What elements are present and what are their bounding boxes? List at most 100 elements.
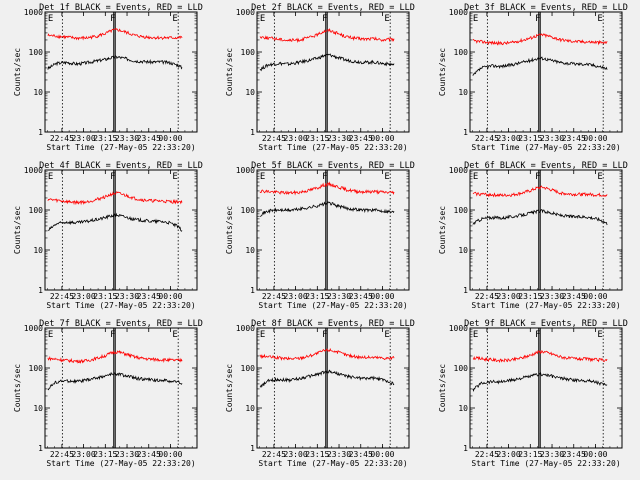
x-tick-label: 23:30 — [540, 450, 564, 459]
x-tick-label: 23:30 — [115, 450, 139, 459]
x-axis-label: Start Time (27-May-05 22:33:20) — [471, 143, 620, 152]
x-tick-label: 22:45 — [475, 292, 499, 301]
x-tick-label: 23:00 — [497, 292, 521, 301]
x-tick-label: 23:15 — [93, 134, 117, 143]
y-axis-label: Counts/sec — [13, 206, 22, 254]
chart-title: Det 2f BLACK = Events, RED = LLD — [251, 3, 415, 13]
x-tick-label: 23:45 — [562, 134, 586, 143]
plot-frame — [469, 169, 623, 291]
y-axis-label: Counts/sec — [225, 364, 234, 412]
x-tick-label: 23:30 — [540, 134, 564, 143]
x-tick-label: 22:45 — [262, 450, 286, 459]
plot-frame — [256, 11, 410, 133]
series-line-events — [47, 212, 183, 232]
x-axis-label: Start Time (27-May-05 22:33:20) — [258, 143, 407, 152]
y-tick-label: 10 — [33, 246, 43, 255]
series-line-events — [47, 371, 183, 391]
marker-label-e: E — [597, 330, 602, 340]
y-tick-label: 10 — [245, 404, 255, 413]
plot-frame — [44, 11, 198, 133]
series-line-events — [259, 201, 395, 217]
plot-frame — [469, 327, 623, 449]
y-tick-label: 1000 — [449, 166, 468, 175]
y-tick-label: 1 — [250, 128, 255, 137]
marker-label-f: F — [535, 330, 540, 340]
marker-label-e: E — [48, 14, 53, 24]
x-tick-label: 23:30 — [115, 292, 139, 301]
plot-frame — [256, 327, 410, 449]
chart-panel-1: Det 1f BLACK = Events, RED = LLD 1 10 100 10… — [13, 3, 203, 152]
x-tick-label: 23:00 — [497, 134, 521, 143]
y-tick-label: 1000 — [236, 324, 255, 333]
x-tick-label: 23:00 — [284, 134, 308, 143]
y-tick-label: 100 — [454, 48, 469, 57]
x-tick-label: 00:00 — [370, 292, 394, 301]
series-line-events — [259, 369, 395, 388]
x-axis-label: Start Time (27-May-05 22:33:20) — [471, 459, 620, 468]
chart-title: Det 3f BLACK = Events, RED = LLD — [464, 3, 628, 13]
marker-label-e: E — [473, 172, 478, 182]
x-tick-label: 23:15 — [305, 292, 329, 301]
x-tick-label: 23:30 — [327, 450, 351, 459]
x-tick-label: 23:00 — [497, 450, 521, 459]
x-tick-label: 23:00 — [284, 450, 308, 459]
marker-label-e: E — [473, 330, 478, 340]
x-tick-label: 23:30 — [327, 134, 351, 143]
x-tick-label: 00:00 — [370, 134, 394, 143]
y-tick-label: 100 — [241, 364, 256, 373]
x-tick-label: 23:45 — [137, 450, 161, 459]
chart-title: Det 4f BLACK = Events, RED = LLD — [39, 161, 203, 171]
y-tick-label: 1000 — [24, 324, 43, 333]
x-tick-label: 00:00 — [158, 292, 182, 301]
marker-label-e: E — [260, 330, 265, 340]
y-tick-label: 100 — [29, 364, 44, 373]
marker-label-f: F — [322, 330, 327, 340]
chart-title: Det 5f BLACK = Events, RED = LLD — [251, 161, 415, 171]
y-tick-label: 1 — [38, 444, 43, 453]
series-line-lld — [259, 181, 395, 196]
y-tick-label: 10 — [458, 404, 468, 413]
marker-label-e: E — [384, 330, 389, 340]
series-line-lld — [259, 347, 395, 361]
marker-label-e: E — [473, 14, 478, 24]
y-tick-label: 10 — [245, 88, 255, 97]
x-tick-label: 00:00 — [370, 450, 394, 459]
y-tick-label: 10 — [458, 246, 468, 255]
chart-title: Det 9f BLACK = Events, RED = LLD — [464, 319, 628, 329]
x-tick-label: 23:45 — [562, 450, 586, 459]
series-line-lld — [47, 191, 183, 206]
series-line-events — [259, 53, 395, 72]
chart-title: Det 1f BLACK = Events, RED = LLD — [39, 3, 203, 13]
chart-panel-7: Det 7f BLACK = Events, RED = LLD 1 10 100 10… — [13, 319, 203, 468]
y-tick-label: 1 — [250, 286, 255, 295]
x-tick-label: 23:15 — [518, 292, 542, 301]
y-tick-label: 1 — [463, 444, 468, 453]
x-axis-label: Start Time (27-May-05 22:33:20) — [46, 143, 195, 152]
x-tick-label: 22:45 — [262, 134, 286, 143]
x-tick-label: 23:30 — [540, 292, 564, 301]
y-axis-label: Counts/sec — [438, 206, 447, 254]
chart-panel-6: Det 6f BLACK = Events, RED = LLD 1 10 100 10… — [438, 161, 628, 310]
series-line-lld — [47, 349, 183, 364]
y-tick-label: 1 — [38, 286, 43, 295]
plot-frame — [469, 11, 623, 133]
marker-label-e: E — [260, 14, 265, 24]
plot-frame — [256, 169, 410, 291]
x-tick-label: 22:45 — [475, 134, 499, 143]
x-axis-label: Start Time (27-May-05 22:33:20) — [46, 301, 195, 310]
x-tick-label: 00:00 — [158, 134, 182, 143]
x-tick-label: 23:30 — [115, 134, 139, 143]
series-line-events — [472, 372, 608, 392]
x-tick-label: 23:45 — [349, 292, 373, 301]
marker-label-f: F — [535, 172, 540, 182]
y-axis-label: Counts/sec — [438, 364, 447, 412]
series-line-lld — [472, 349, 608, 364]
y-tick-label: 100 — [454, 364, 469, 373]
series-line-lld — [259, 28, 395, 44]
x-tick-label: 23:15 — [305, 450, 329, 459]
x-tick-label: 23:45 — [137, 292, 161, 301]
series-line-lld — [472, 33, 608, 46]
y-tick-label: 100 — [29, 48, 44, 57]
marker-label-e: E — [48, 330, 53, 340]
